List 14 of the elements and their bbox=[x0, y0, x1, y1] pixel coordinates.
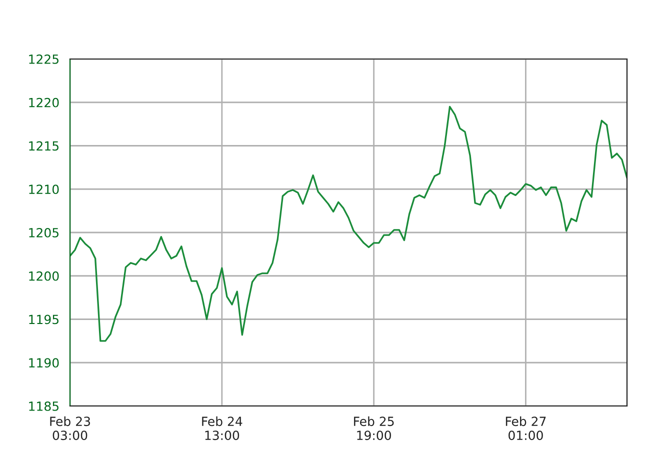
y-tick-label: 1185 bbox=[29, 401, 58, 411]
line-series bbox=[70, 106, 627, 342]
y-tick-label: 1210 bbox=[29, 184, 59, 194]
x-tick-label: Feb 23 03:00 bbox=[50, 416, 90, 440]
y-tick-label: 1200 bbox=[29, 271, 59, 281]
x-tick-label: Feb 24 13:00 bbox=[202, 416, 242, 440]
y-tick-label: 1215 bbox=[29, 141, 58, 151]
y-tick-label: 1220 bbox=[29, 98, 59, 108]
x-tick-label: Feb 27 01:00 bbox=[506, 416, 546, 440]
y-tick-label: 1205 bbox=[29, 228, 58, 238]
x-tick-label: Feb 25 19:00 bbox=[354, 416, 394, 440]
y-tick-label: 1225 bbox=[29, 54, 58, 64]
y-tick-label: 1190 bbox=[29, 358, 59, 368]
y-tick-label: 1195 bbox=[29, 314, 58, 324]
